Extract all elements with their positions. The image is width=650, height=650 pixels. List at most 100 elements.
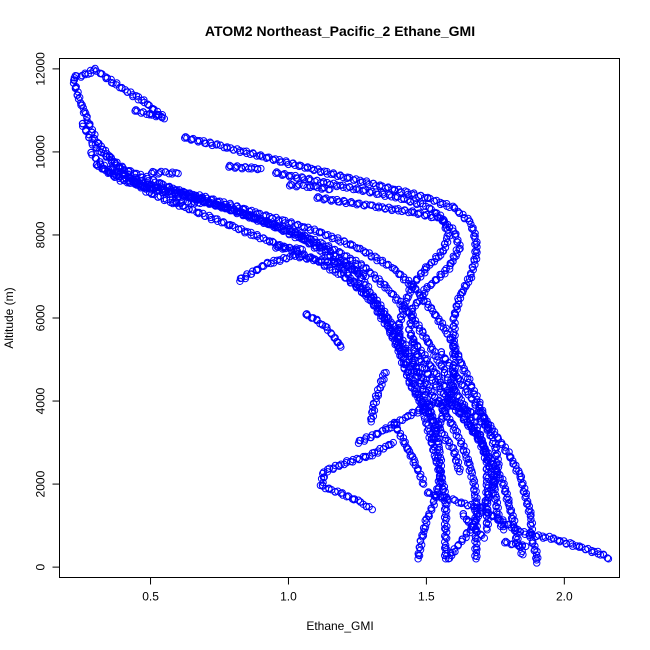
data-point	[415, 369, 424, 377]
data-point	[350, 265, 358, 273]
data-point	[335, 462, 343, 470]
data-point	[249, 150, 257, 158]
data-point	[430, 434, 438, 443]
data-point	[145, 111, 154, 119]
data-point	[301, 231, 309, 240]
data-point	[501, 539, 509, 547]
data-point	[499, 526, 508, 534]
data-point	[74, 95, 83, 103]
data-point	[157, 167, 165, 176]
data-point	[440, 407, 448, 415]
data-point	[138, 176, 146, 185]
data-point	[520, 488, 528, 496]
data-point	[450, 314, 458, 322]
data-point	[463, 387, 472, 396]
data-point	[505, 448, 513, 456]
data-point	[458, 380, 467, 389]
data-point	[387, 440, 395, 449]
data-point	[131, 173, 139, 182]
data-point	[495, 516, 503, 525]
data-point	[137, 177, 146, 185]
data-point	[299, 235, 308, 243]
chart-title: ATOM2 Northeast_Pacific_2 Ethane_GMI	[205, 23, 475, 39]
data-point	[401, 360, 409, 369]
data-point	[362, 453, 370, 462]
data-point	[510, 523, 518, 532]
data-point	[425, 360, 433, 368]
y-tick-label: 4000	[34, 387, 48, 414]
data-point	[350, 496, 358, 504]
data-point	[425, 204, 434, 212]
data-point	[237, 274, 246, 282]
data-point	[411, 458, 419, 466]
data-point	[324, 465, 332, 473]
data-point	[455, 409, 463, 418]
data-point	[176, 199, 185, 208]
data-point	[501, 487, 509, 496]
data-point	[512, 467, 520, 475]
data-point	[519, 550, 527, 559]
data-point	[501, 443, 509, 451]
data-point	[440, 240, 449, 248]
data-point	[443, 534, 451, 542]
data-point	[253, 266, 261, 275]
data-point	[233, 202, 241, 210]
data-point	[467, 394, 475, 402]
data-point	[527, 508, 535, 516]
data-point	[518, 541, 527, 549]
data-point	[337, 460, 345, 468]
data-point	[352, 185, 360, 194]
data-point	[183, 198, 192, 206]
data-point	[78, 120, 87, 128]
data-point	[491, 446, 500, 454]
data-point	[88, 135, 96, 143]
data-point	[359, 290, 368, 298]
data-point	[437, 468, 446, 476]
data-point	[323, 323, 331, 331]
data-point	[370, 271, 379, 279]
data-point	[426, 402, 434, 411]
data-point	[373, 300, 382, 309]
data-point	[533, 559, 541, 567]
data-point	[161, 168, 170, 176]
data-point	[493, 450, 502, 458]
data-point	[432, 383, 441, 391]
data-point	[140, 96, 148, 104]
data-point	[492, 493, 501, 502]
data-point	[299, 181, 308, 189]
data-point	[205, 211, 214, 220]
data-point	[349, 241, 357, 249]
data-point	[522, 542, 530, 551]
data-point	[428, 438, 436, 447]
data-point	[201, 212, 209, 221]
data-point	[319, 474, 328, 482]
x-tick-label: 2.0	[556, 590, 573, 604]
data-point	[426, 362, 434, 370]
data-point	[367, 415, 375, 423]
data-point	[442, 555, 450, 563]
data-point	[404, 412, 412, 421]
data-point	[340, 460, 348, 469]
data-point	[418, 479, 427, 487]
data-point	[116, 177, 124, 185]
x-axis: 0.5 1.0 1.5 2.0	[142, 577, 573, 604]
data-point	[374, 449, 382, 457]
data-point	[257, 164, 265, 173]
data-point	[403, 445, 411, 453]
data-point	[432, 196, 441, 205]
data-point	[489, 512, 498, 520]
data-point	[428, 376, 436, 384]
data-point	[419, 480, 428, 488]
data-point	[291, 233, 299, 242]
data-point	[334, 270, 342, 278]
data-point	[433, 423, 441, 432]
data-point	[256, 151, 265, 159]
data-point	[549, 534, 558, 542]
data-point	[429, 364, 437, 373]
data-point	[480, 534, 489, 542]
data-point	[367, 418, 375, 426]
data-point	[302, 310, 310, 319]
data-point	[415, 327, 424, 335]
data-point	[473, 545, 481, 553]
data-point	[437, 348, 445, 356]
